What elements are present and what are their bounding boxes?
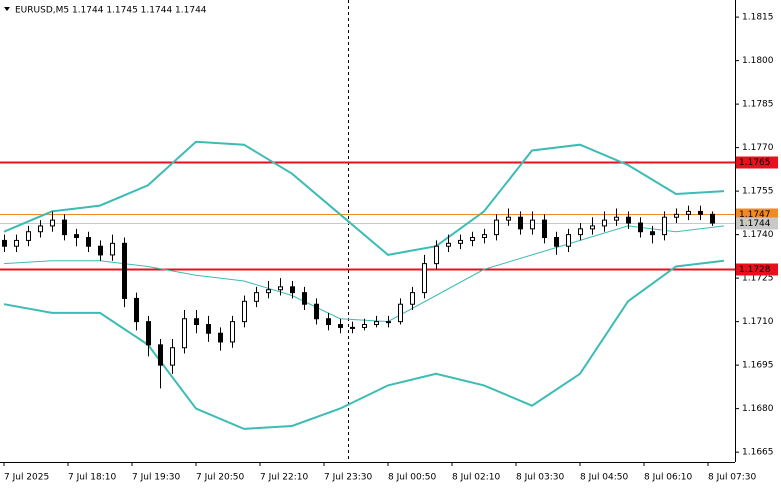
- y-tick-label: 1.1785: [742, 100, 774, 110]
- candle-body: [98, 245, 103, 256]
- plot-area: [0, 0, 735, 462]
- price-label: 1.1747: [739, 210, 771, 220]
- x-tick-label: 7 Jul 23:30: [324, 473, 373, 483]
- y-tick-label: 1.1740: [742, 230, 774, 240]
- candle-body: [542, 219, 547, 239]
- x-tick-label: 8 Jul 00:50: [388, 473, 437, 483]
- x-tick-label: 8 Jul 07:30: [708, 473, 757, 483]
- candle-body: [602, 219, 607, 227]
- candle-body: [26, 231, 31, 241]
- bollinger-lower: [3, 259, 725, 430]
- x-tick-label: 7 Jul 19:30: [132, 473, 181, 483]
- candle-body: [446, 242, 451, 247]
- candle-body: [86, 237, 91, 247]
- candle-body: [590, 225, 595, 230]
- candle-body: [458, 239, 463, 244]
- menu-arrow[interactable]: [4, 7, 10, 11]
- y-tick-label: 1.1800: [742, 56, 774, 66]
- candle-body: [422, 263, 427, 294]
- candle-body: [362, 324, 367, 328]
- x-tick-label: 8 Jul 02:10: [452, 473, 501, 483]
- candle-body: [698, 210, 703, 215]
- y-tick-label: 1.1695: [742, 361, 774, 371]
- candle-body: [686, 210, 691, 215]
- price-label: 1.1744: [739, 219, 771, 229]
- candle-body: [74, 234, 79, 239]
- candle-body: [266, 289, 271, 294]
- candle-body: [530, 219, 535, 230]
- candle-body: [434, 245, 439, 265]
- x-tick-label: 7 Jul 2025: [4, 473, 49, 483]
- candle-body: [194, 318, 199, 326]
- candle-body: [182, 318, 187, 349]
- candle-body: [338, 324, 343, 328]
- candle-body: [638, 222, 643, 233]
- candle-body: [278, 286, 283, 291]
- candle-body: [146, 321, 151, 346]
- candle-body: [614, 216, 619, 221]
- x-tick-label: 7 Jul 22:10: [260, 473, 309, 483]
- candle-body: [326, 318, 331, 326]
- candle-body: [38, 225, 43, 233]
- y-tick-label: 1.1755: [742, 187, 774, 197]
- x-tick-label: 8 Jul 04:50: [580, 473, 629, 483]
- candle-body: [626, 216, 631, 224]
- candle-body: [518, 216, 523, 230]
- candle-body: [494, 219, 499, 236]
- candle-body: [170, 347, 175, 366]
- y-tick-label: 1.1725: [742, 274, 774, 284]
- candle-body: [110, 242, 115, 256]
- x-tick-label: 7 Jul 18:10: [68, 473, 117, 483]
- candle-body: [578, 228, 583, 236]
- candle-body: [218, 332, 223, 343]
- candle-body: [482, 234, 487, 239]
- price-label-box: [736, 263, 778, 276]
- candle-body: [62, 219, 67, 236]
- candle-body: [374, 321, 379, 326]
- price-label: 1.1728: [739, 265, 771, 275]
- candle-body: [230, 321, 235, 343]
- candle-body: [566, 234, 571, 247]
- candle-body: [410, 292, 415, 305]
- candle-body: [470, 237, 475, 241]
- y-tick-label: 1.1815: [742, 13, 774, 23]
- candle-body: [710, 213, 715, 224]
- candle-body: [242, 300, 247, 323]
- y-tick-label: 1.1680: [742, 404, 774, 414]
- candle-body: [350, 326, 355, 329]
- x-tick-label: 8 Jul 06:10: [644, 473, 693, 483]
- y-tick-label: 1.1710: [742, 317, 774, 327]
- candle-body: [554, 237, 559, 247]
- candle-body: [674, 213, 679, 218]
- candle-body: [14, 239, 19, 247]
- candle-body: [134, 297, 139, 323]
- candle-body: [398, 303, 403, 323]
- candle-body: [386, 321, 391, 324]
- candle-body: [290, 286, 295, 294]
- candle-body: [158, 344, 163, 366]
- candle-body: [50, 219, 55, 227]
- candle-body: [650, 231, 655, 236]
- price-label-box: [736, 217, 778, 230]
- candle-body: [506, 216, 511, 221]
- bollinger-upper: [3, 140, 725, 256]
- candle-body: [302, 292, 307, 305]
- candle-body: [122, 242, 127, 299]
- price-label-box: [736, 156, 778, 169]
- candle-body: [662, 216, 667, 236]
- y-tick-label: 1.1665: [742, 448, 774, 458]
- x-tick-label: 8 Jul 03:30: [516, 473, 565, 483]
- candle-body: [254, 292, 259, 302]
- y-tick-label: 1.1770: [742, 143, 774, 153]
- candle-body: [2, 239, 7, 247]
- candle-body: [314, 303, 319, 320]
- candle-body: [206, 324, 211, 334]
- price-label: 1.1765: [739, 158, 771, 168]
- x-tick-label: 7 Jul 20:50: [196, 473, 245, 483]
- chart-title: EURUSD,M5 1.1744 1.1745 1.1744 1.1744: [15, 6, 207, 16]
